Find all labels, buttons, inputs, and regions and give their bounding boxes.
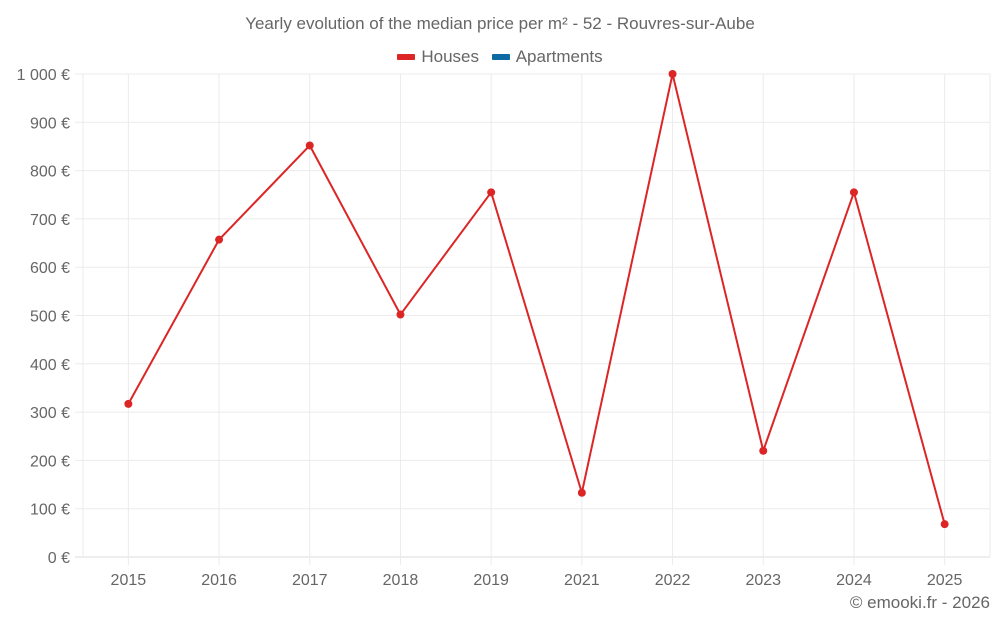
data-point[interactable]	[396, 310, 405, 319]
x-tick-label: 2025	[927, 572, 963, 589]
data-point[interactable]	[305, 141, 314, 150]
x-tick-label: 2022	[655, 572, 691, 589]
x-tick-label: 2016	[201, 572, 237, 589]
y-tick-label: 400 €	[30, 357, 70, 374]
legend-label-houses: Houses	[421, 47, 479, 66]
x-tick-label: 2018	[383, 572, 419, 589]
credit-text: © emooki.fr - 2026	[849, 593, 990, 612]
x-tick-label: 2019	[473, 572, 509, 589]
y-tick-label: 600 €	[30, 260, 70, 277]
legend-item-houses[interactable]: Houses	[397, 47, 479, 67]
x-tick-label: 2021	[564, 572, 600, 589]
y-tick-label: 500 €	[30, 309, 70, 326]
data-point[interactable]	[759, 446, 768, 455]
data-point[interactable]	[124, 399, 133, 408]
series-line-houses	[127, 73, 946, 525]
y-tick-label: 100 €	[30, 502, 70, 519]
data-point[interactable]	[940, 520, 949, 529]
x-tick-label: 2023	[745, 572, 781, 589]
x-tick-label: 2024	[836, 572, 872, 589]
chart-title: Yearly evolution of the median price per…	[245, 14, 755, 33]
x-tick-label: 2015	[111, 572, 147, 589]
apartments-swatch-icon	[491, 54, 510, 60]
data-point[interactable]	[849, 188, 858, 197]
legend: Houses Apartments	[0, 45, 1000, 67]
legend-item-apartments[interactable]: Apartments	[491, 47, 603, 67]
y-tick-label: 0 €	[48, 550, 70, 567]
data-point[interactable]	[487, 188, 496, 197]
y-tick-label: 700 €	[30, 212, 70, 229]
data-point[interactable]	[215, 235, 224, 244]
data-point[interactable]	[668, 70, 677, 78]
y-tick-label: 300 €	[30, 405, 70, 422]
houses-swatch-icon	[397, 54, 416, 60]
y-tick-label: 900 €	[30, 115, 70, 132]
y-tick-label: 800 €	[30, 164, 70, 181]
legend-label-apartments: Apartments	[515, 47, 603, 66]
data-point[interactable]	[577, 488, 586, 497]
y-tick-label: 1 000 €	[17, 67, 70, 84]
x-tick-label: 2017	[292, 572, 328, 589]
y-tick-label: 200 €	[30, 453, 70, 470]
